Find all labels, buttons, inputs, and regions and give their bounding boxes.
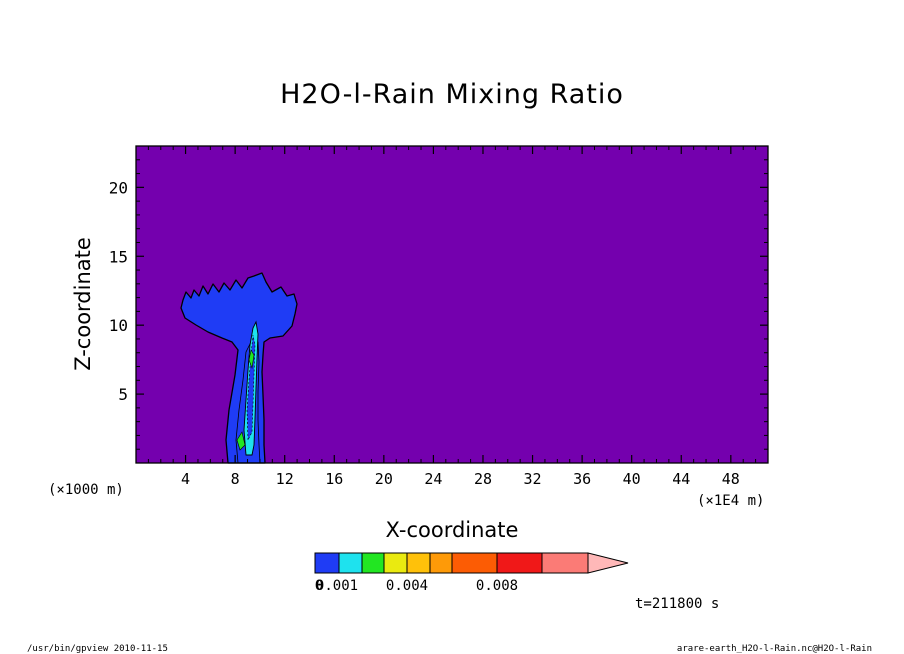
footer-right: arare-earth_H2O-l-Rain.nc@H2O-l-Rain [677,644,872,654]
x-tick-label: 36 [573,470,591,488]
rain-plume-contour [180,272,298,464]
x-tick-label: 4 [181,470,190,488]
x-unit-left-label: (×1000 m) [48,482,124,498]
x-tick-label: 40 [623,470,641,488]
x-unit-right-label: (×1E4 m) [697,493,764,509]
y-tick-label: 5 [118,385,128,404]
x-tick-label: 44 [672,470,690,488]
colorbar-label: 0.001 [316,578,358,594]
y-tick-label: 15 [109,247,128,266]
colorbar-extend-arrow [587,552,629,574]
x-tick-label: 24 [424,470,442,488]
x-tick-label: 20 [375,470,393,488]
colorbar-label: 0 [315,578,323,594]
colorbar-segment [383,552,408,574]
x-tick-label: 32 [524,470,542,488]
colorbar-label: 0.004 [386,578,428,594]
colorbar-segment [361,552,385,574]
colorbar-segment [406,552,431,574]
colorbar-segment [429,552,453,574]
colorbar-segment [451,552,498,574]
colorbar-segment [314,552,340,574]
x-tick-label: 28 [474,470,492,488]
colorbar-segment [496,552,543,574]
y-tick-label: 20 [109,178,128,197]
colorbar-label: 0.008 [476,578,518,594]
y-tick-label: 10 [109,316,128,335]
chart-title: H2O-l-Rain Mixing Ratio [280,79,624,110]
plot-frame [135,145,769,464]
x-tick-label: 16 [325,470,343,488]
colorbar-segment [541,552,589,574]
x-tick-label: 12 [276,470,294,488]
x-tick-label: 8 [231,470,240,488]
colorbar [314,552,629,574]
x-axis-title: X-coordinate [386,518,519,542]
colorbar-segment [338,552,363,574]
time-label: t=211800 s [635,596,719,612]
y-axis-title: Z-coordinate [71,237,95,371]
footer-left: /usr/bin/gpview 2010-11-15 [27,644,168,654]
x-tick-label: 48 [722,470,740,488]
